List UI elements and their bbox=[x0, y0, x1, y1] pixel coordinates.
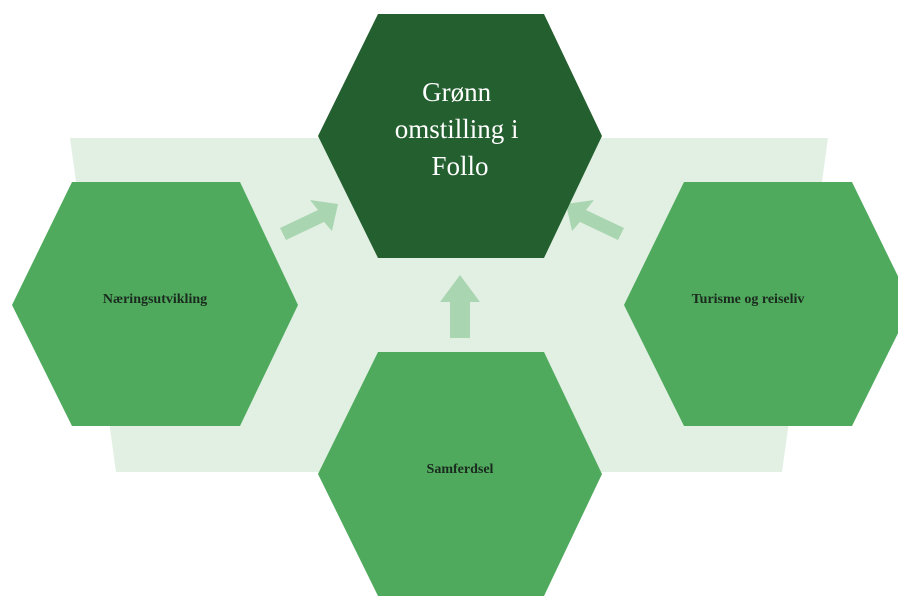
hexagon-center: Grønn omstilling i Follo bbox=[318, 14, 602, 258]
hexagon-right-label: Turisme og reiseliv bbox=[692, 292, 805, 307]
hexagon-right: Turisme og reiseliv bbox=[624, 182, 898, 426]
center-label-line-2: omstilling i bbox=[395, 114, 519, 144]
center-label-line-1: Grønn bbox=[422, 77, 491, 107]
hexagon-bottom: Samferdsel bbox=[318, 352, 602, 596]
hexagon-left-shape bbox=[12, 182, 298, 426]
hexagon-right-shape bbox=[624, 182, 898, 426]
hexagon-center-label: Grønn omstilling i Follo bbox=[395, 77, 526, 181]
hexagon-bottom-shape bbox=[318, 352, 602, 596]
hexagon-center-shape bbox=[318, 14, 602, 258]
arrow-bottom bbox=[440, 275, 480, 338]
arrow-right bbox=[566, 200, 624, 240]
hexagon-left: Næringsutvikling bbox=[12, 182, 298, 426]
background-band bbox=[70, 138, 828, 472]
center-label-line-3: Follo bbox=[431, 151, 488, 181]
hexagon-bottom-label: Samferdsel bbox=[427, 462, 494, 477]
hexagon-left-label: Næringsutvikling bbox=[103, 292, 207, 307]
arrow-left bbox=[280, 200, 338, 240]
